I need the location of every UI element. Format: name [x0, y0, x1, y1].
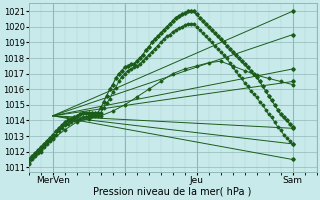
X-axis label: Pression niveau de la mer( hPa ): Pression niveau de la mer( hPa )	[93, 187, 252, 197]
